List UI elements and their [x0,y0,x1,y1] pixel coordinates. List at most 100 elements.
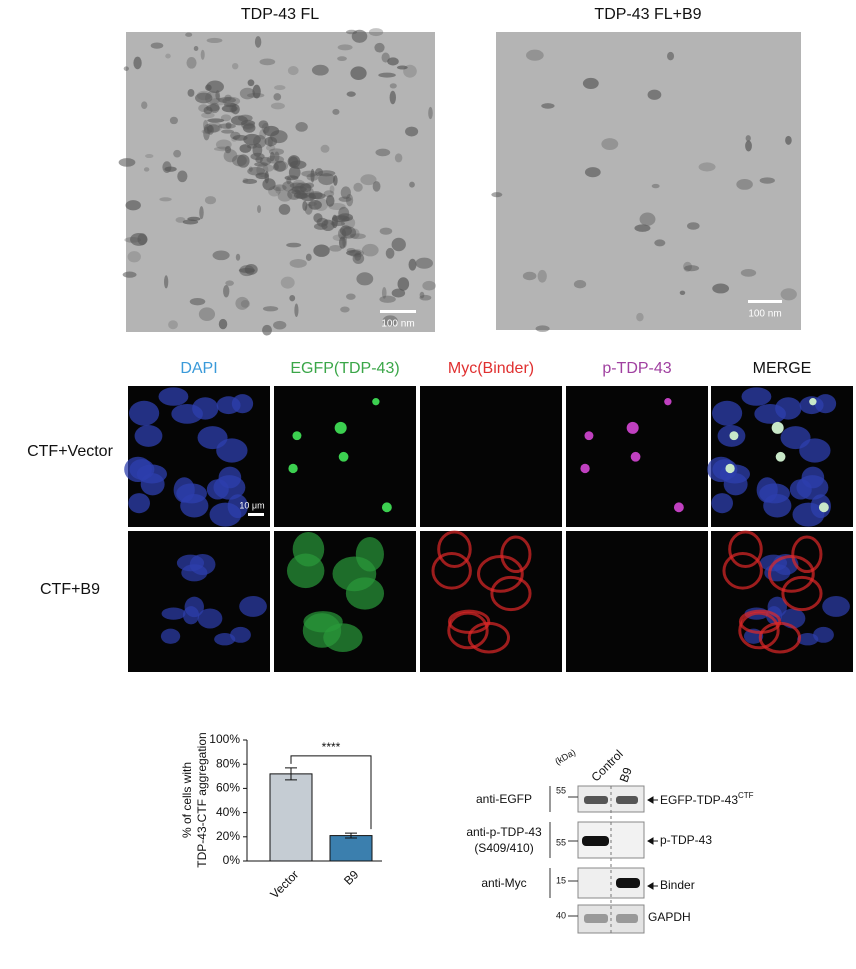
nucleus [158,387,189,406]
speck [305,253,312,261]
speck [302,200,308,211]
speck [259,58,276,66]
speck [209,97,227,106]
speck [396,65,408,70]
channel-label: Myc(Binder) [448,360,534,377]
marker: 40 [556,910,566,920]
speck [387,57,399,66]
speck [419,294,432,301]
speck [745,140,752,152]
y-axis-label: % of cells with [180,762,194,838]
speck [222,96,241,106]
speck [346,249,362,256]
cell [758,621,802,654]
speck [223,284,230,298]
tem-title: TDP-43 FL+B9 [594,6,701,23]
antibody: anti-Myc [481,876,526,890]
speck [745,135,751,142]
speck [169,116,178,125]
speck [199,206,204,220]
cell [447,611,489,650]
speck [235,253,241,261]
speck [667,51,675,61]
speck [275,186,282,194]
speck [186,57,197,69]
speck [315,168,324,177]
speck [428,106,433,120]
cell [728,530,763,569]
speck [351,29,368,43]
aggregate [334,421,347,434]
speck [350,66,367,81]
aggregate [775,451,786,462]
speck [274,160,287,172]
speck [329,245,342,252]
speck [712,283,730,294]
speck [145,154,154,159]
aggregate [771,421,784,434]
speck [236,154,250,168]
speck [278,203,291,215]
bar [269,773,313,862]
speck [654,239,666,247]
speck [361,243,379,257]
target: p-TDP-43 [660,833,712,847]
micrograph [420,386,562,527]
speck [243,133,261,146]
nucleus [813,626,834,643]
speck [405,126,419,137]
speck [130,232,148,246]
speck [247,79,255,87]
speck [221,129,234,134]
speck [270,102,285,110]
speck [240,300,251,308]
nucleus [239,595,267,617]
speck [159,197,172,202]
speck [162,161,172,173]
y-tick-label: 0% [223,853,241,867]
nucleus [182,606,200,625]
nucleus [173,477,195,503]
speck [164,275,169,289]
speck [235,296,250,310]
scale-label: 100 nm [381,319,414,330]
cell [355,537,384,572]
speck [206,37,223,44]
antibody: (S409/410) [474,841,533,855]
speck [294,303,299,318]
speck [207,124,214,135]
speck [225,280,234,286]
speck [353,182,363,192]
speck [248,166,253,172]
speck [203,119,209,131]
speck [636,312,644,322]
speck [391,288,406,298]
speck [273,93,282,101]
speck [223,149,238,163]
speck [389,90,396,105]
speck [207,118,225,123]
speck [379,295,396,303]
nucleus [822,595,850,617]
speck [541,103,555,109]
nucleus [218,466,242,489]
speck [239,265,255,277]
aggregate [381,502,392,513]
speck [274,85,286,91]
speck [261,122,270,134]
speck [268,186,281,197]
nucleus [712,400,743,426]
speck [379,227,393,235]
nucleus [230,626,251,643]
speck [280,276,295,289]
nucleus [780,426,811,450]
speck [289,259,307,268]
speck [346,91,356,97]
aggregate [664,398,672,406]
speck [257,205,262,214]
speck [259,129,267,140]
speck [168,320,178,330]
speck [310,168,315,183]
speck [220,114,232,122]
speck [403,64,417,78]
